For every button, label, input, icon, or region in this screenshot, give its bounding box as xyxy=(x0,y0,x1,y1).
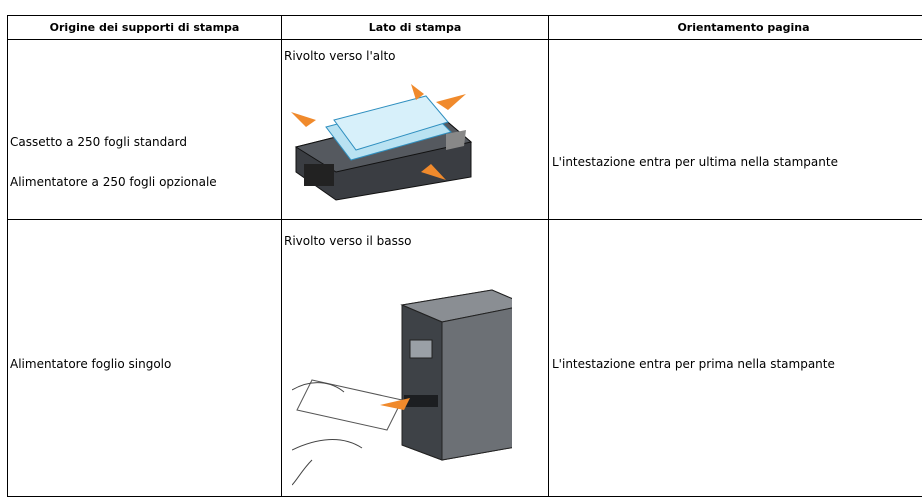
cell-text: Alimentatore foglio singolo xyxy=(10,357,172,371)
table xyxy=(7,15,922,497)
cell-text: Rivolto verso l'alto xyxy=(284,49,396,63)
header-cell: Orientamento pagina xyxy=(548,15,922,40)
table-cell: L'intestazione entra per prima nella sta… xyxy=(548,219,922,497)
header-cell: Origine dei supporti di stampa xyxy=(7,15,281,40)
cell-text: Rivolto verso il basso xyxy=(284,234,412,248)
cell-text: L'intestazione entra per ultima nella st… xyxy=(552,155,838,169)
cell-text: Cassetto a 250 fogli standard xyxy=(10,135,187,149)
table-cell: Alimentatore foglio singolo xyxy=(7,219,281,497)
table-cell: Rivolto verso l'alto xyxy=(281,39,548,220)
printer-illustration xyxy=(292,289,512,486)
table-cell: Cassetto a 250 fogli standard Alimentato… xyxy=(7,39,281,220)
cell-text: L'intestazione entra per prima nella sta… xyxy=(552,357,835,371)
tray-illustration xyxy=(291,84,473,201)
table-cell: L'intestazione entra per ultima nella st… xyxy=(548,39,922,220)
header-cell: Lato di stampa xyxy=(281,15,548,40)
cell-text: Alimentatore a 250 fogli opzionale xyxy=(10,175,217,189)
table-cell: Rivolto verso il basso xyxy=(281,219,548,497)
